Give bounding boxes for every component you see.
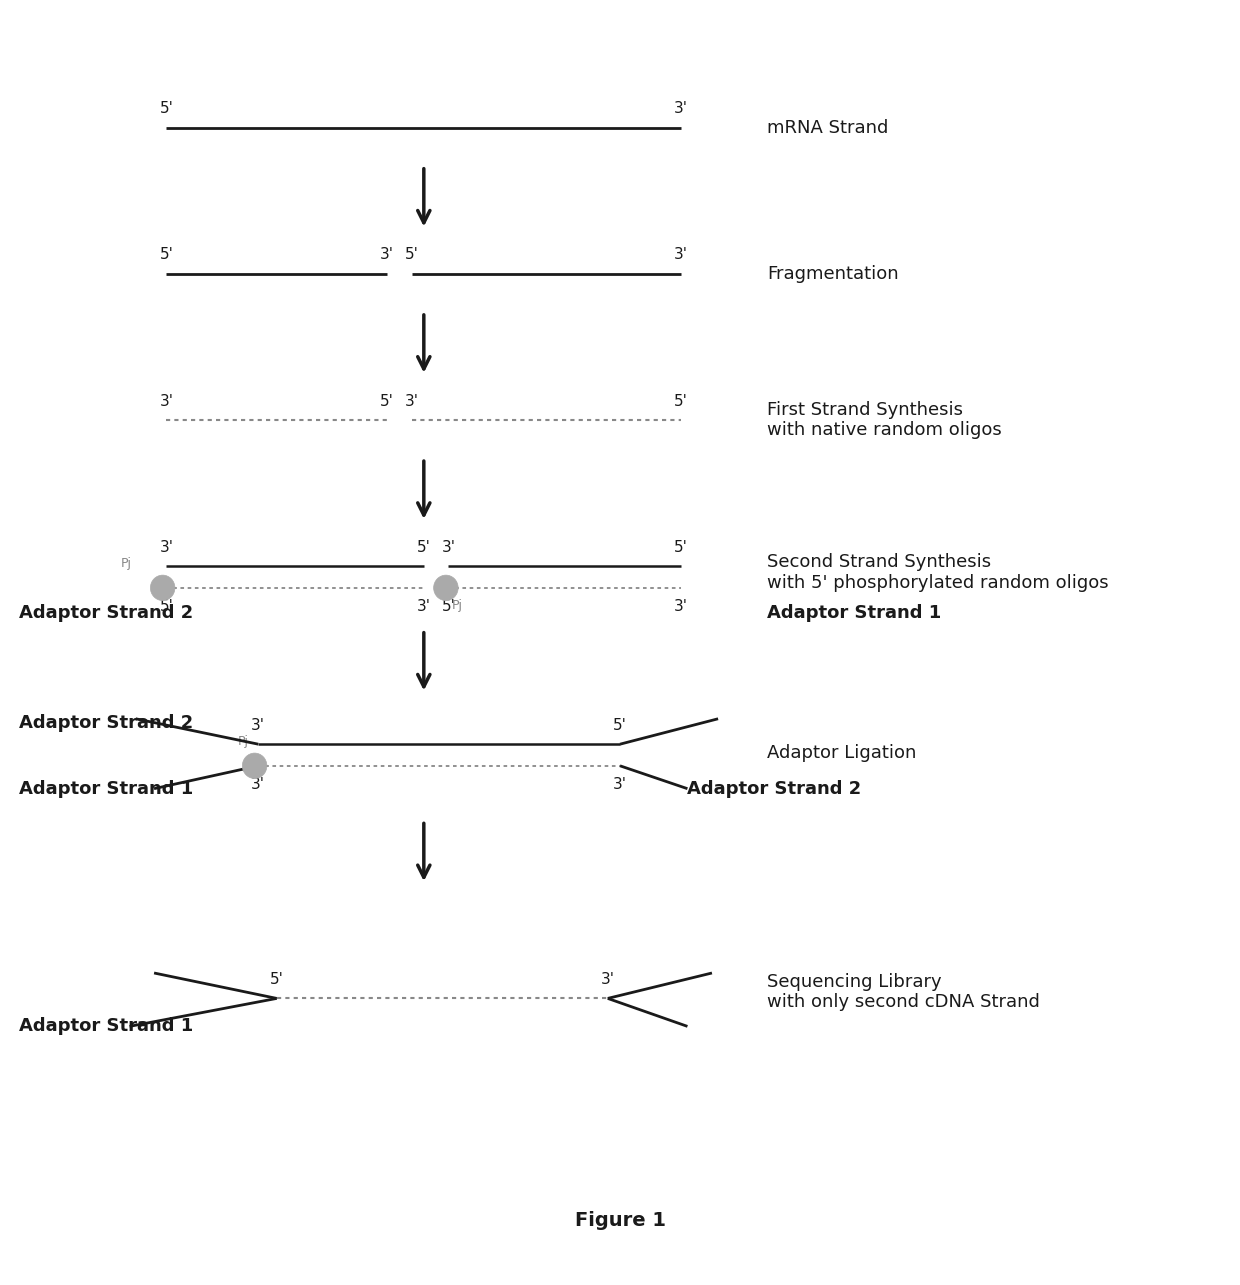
Text: 3': 3'	[675, 248, 688, 262]
Text: Adaptor Strand 2: Adaptor Strand 2	[687, 780, 862, 798]
Text: Adaptor Strand 2: Adaptor Strand 2	[19, 713, 193, 731]
Text: 5': 5'	[441, 599, 455, 614]
Text: Second Strand Synthesis
with 5' phosphorylated random oligos: Second Strand Synthesis with 5' phosphor…	[768, 553, 1109, 592]
Text: 5': 5'	[381, 393, 394, 409]
Text: 3': 3'	[159, 540, 174, 555]
Text: 3': 3'	[159, 393, 174, 409]
Text: 5': 5'	[675, 540, 688, 555]
Text: 5': 5'	[417, 540, 430, 555]
Text: Pj: Pj	[122, 558, 131, 571]
Circle shape	[242, 753, 267, 779]
Text: 5': 5'	[404, 248, 418, 262]
Text: Pj: Pj	[453, 599, 463, 612]
Text: First Strand Synthesis
with native random oligos: First Strand Synthesis with native rando…	[768, 401, 1002, 439]
Text: 3': 3'	[252, 777, 265, 793]
Text: 5': 5'	[160, 102, 174, 116]
Text: 3': 3'	[379, 248, 394, 262]
Text: 5': 5'	[675, 393, 688, 409]
Text: 3': 3'	[417, 599, 430, 614]
Text: 3': 3'	[441, 540, 455, 555]
Text: Adaptor Strand 1: Adaptor Strand 1	[768, 604, 941, 622]
Text: 3': 3'	[252, 718, 265, 732]
Text: Adaptor Strand 1: Adaptor Strand 1	[19, 1018, 193, 1036]
Text: 3': 3'	[675, 102, 688, 116]
Text: Adaptor Strand 2: Adaptor Strand 2	[19, 604, 193, 622]
Text: Figure 1: Figure 1	[574, 1212, 666, 1230]
Text: 5': 5'	[160, 248, 174, 262]
Text: Adaptor Strand 1: Adaptor Strand 1	[19, 780, 193, 798]
Text: mRNA Strand: mRNA Strand	[768, 118, 889, 136]
Text: Pj: Pj	[238, 735, 248, 748]
Text: 3': 3'	[600, 971, 615, 987]
Text: Adaptor Ligation: Adaptor Ligation	[768, 744, 916, 762]
Text: 3': 3'	[404, 393, 419, 409]
Text: Fragmentation: Fragmentation	[768, 265, 899, 283]
Text: 5': 5'	[160, 599, 174, 614]
Text: 3': 3'	[613, 777, 627, 793]
Circle shape	[150, 576, 175, 600]
Text: Sequencing Library
with only second cDNA Strand: Sequencing Library with only second cDNA…	[768, 973, 1040, 1011]
Text: 5': 5'	[613, 718, 627, 732]
Circle shape	[434, 576, 458, 600]
Text: 5': 5'	[270, 971, 284, 987]
Text: 3': 3'	[675, 599, 688, 614]
